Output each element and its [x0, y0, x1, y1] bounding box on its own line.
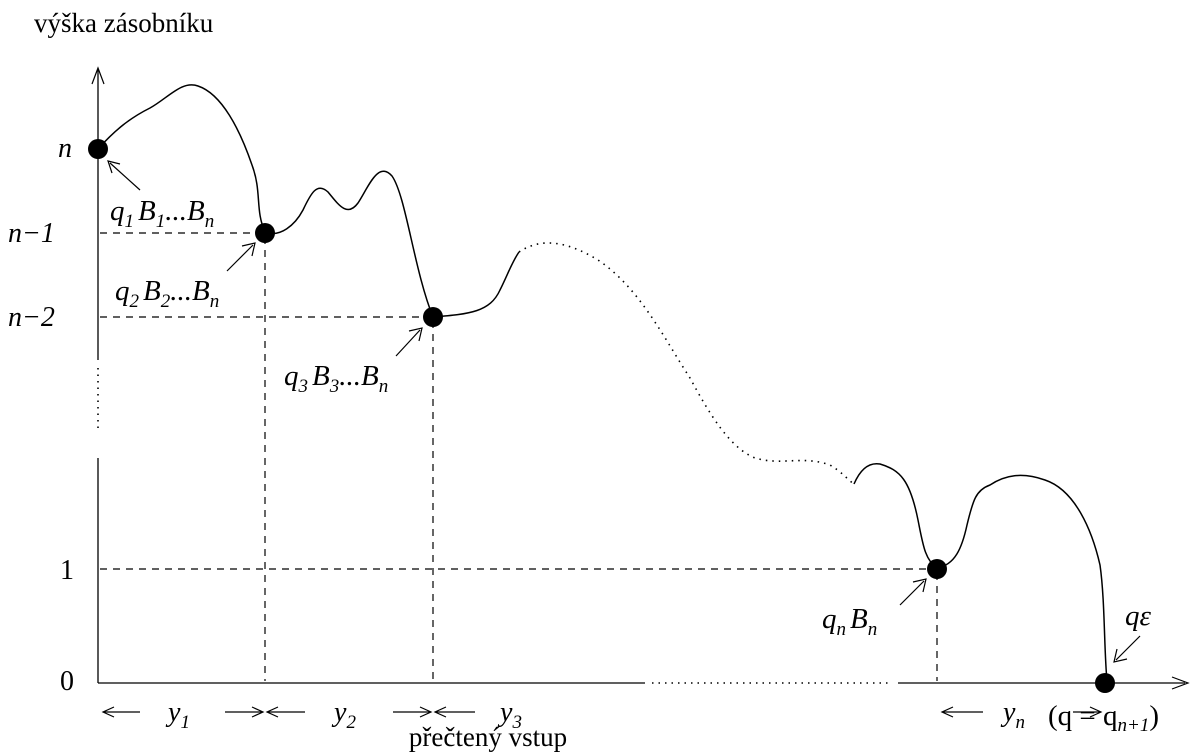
pointer-arrow-2 — [226, 244, 254, 272]
segment-label-y3: y3 — [497, 697, 522, 733]
segment-arrowhead-n-left — [940, 706, 954, 718]
y-axis-arrowhead — [91, 66, 105, 85]
segment-label-yn: yn — [1000, 697, 1025, 733]
config-label-n: qn Bn — [822, 603, 877, 640]
curve-segment-1 — [97, 84, 266, 233]
segment-label-y1: y1 — [165, 697, 190, 733]
pointer-arrowhead-2 — [241, 242, 256, 257]
y-axis-title: výška zásobníku — [34, 8, 214, 38]
config-point-2 — [255, 223, 275, 243]
y-tick-1: 1 — [60, 555, 74, 586]
y-tick-n-minus-2: n−2 — [8, 302, 55, 333]
y-tick-n-minus-1: n−1 — [8, 218, 55, 249]
config-point-n — [927, 559, 947, 579]
segment-arrowhead-3-left — [433, 706, 447, 718]
pointer-arrow-1 — [109, 162, 141, 191]
config-point-1 — [88, 139, 108, 159]
curve-segment-3-start — [432, 251, 520, 318]
pointer-arrows — [107, 160, 1141, 663]
curve-segment-n-minus-1 — [853, 462, 938, 569]
curve-segment-n — [936, 474, 1108, 682]
segment-arrowhead-2-left — [265, 706, 279, 718]
configuration-points — [88, 139, 1115, 693]
segment-arrows — [101, 706, 1103, 718]
guide-lines — [100, 232, 938, 681]
stack-height-curve — [97, 84, 1108, 682]
pointer-arrow-n — [899, 580, 925, 606]
segment-arrowhead-2-right — [419, 706, 433, 718]
segment-label-y2: y2 — [331, 697, 356, 733]
pointer-arrow-final — [1115, 635, 1141, 661]
pointer-arrowhead-n — [912, 578, 927, 593]
final-state-equation: (q = qn+1) — [1048, 700, 1159, 736]
config-label-1: q1 B1...Bn — [110, 195, 214, 232]
y-tick-n: n — [58, 133, 72, 164]
config-label-2: q2 B2...Bn — [115, 275, 219, 312]
pointer-arrowhead-3 — [408, 327, 423, 342]
segment-arrowhead-1-right — [251, 706, 265, 718]
segment-arrowhead-n-right — [1089, 706, 1103, 718]
config-label-3: q3 B3...Bn — [284, 360, 388, 397]
pointer-arrow-3 — [395, 329, 421, 357]
pointer-arrowhead-1 — [107, 160, 121, 174]
config-point-3 — [423, 307, 443, 327]
x-axis-title: přečtený vstup — [409, 722, 567, 752]
config-point-final — [1095, 673, 1115, 693]
pointer-arrowhead-final — [1113, 648, 1128, 663]
curve-dotted-gap — [518, 242, 855, 485]
curve-segment-2 — [264, 170, 434, 318]
segment-arrowhead-1-left — [101, 706, 115, 718]
x-axis-arrowhead — [1171, 676, 1190, 690]
final-config-label: qε — [1125, 600, 1152, 632]
y-tick-0: 0 — [60, 666, 74, 697]
